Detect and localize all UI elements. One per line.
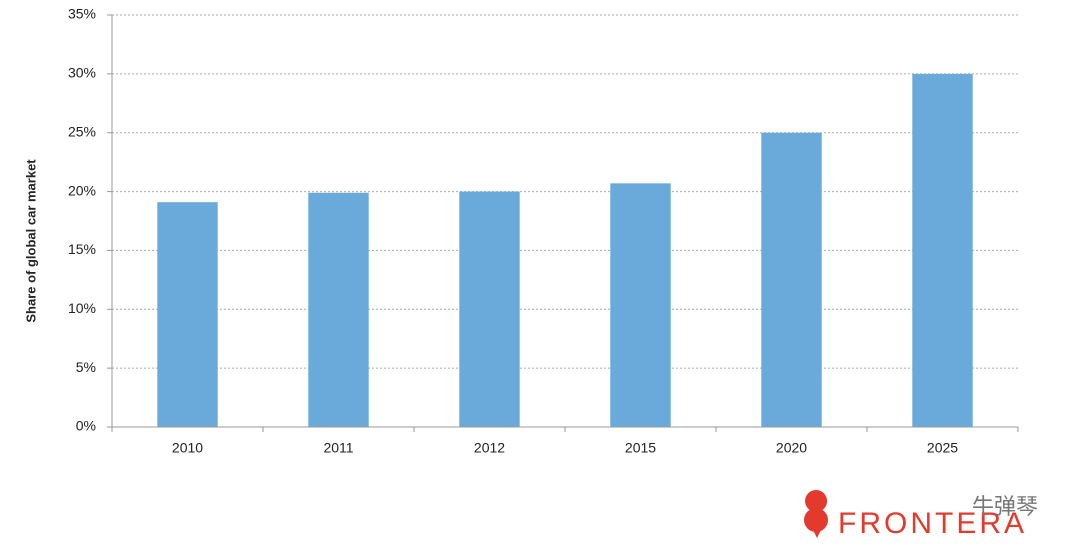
x-tick-label: 2020 [776, 440, 807, 456]
logo: FRONTERA [804, 490, 1027, 540]
x-tick-label: 2012 [474, 440, 505, 456]
logo-text: FRONTERA [838, 507, 1027, 540]
bar [308, 192, 369, 427]
y-axis-label: Share of global car market [23, 159, 38, 323]
bar [610, 183, 671, 427]
y-tick-label: 15% [68, 241, 96, 257]
y-tick-label: 30% [68, 65, 96, 81]
watermark: 牛弹琴 [972, 494, 1038, 519]
x-tick-label: 2025 [927, 440, 958, 456]
x-tick-label: 2011 [323, 440, 353, 456]
y-tick-label: 35% [68, 6, 96, 22]
x-tick-label: 2010 [172, 440, 203, 456]
bar [912, 73, 973, 427]
bar [157, 202, 218, 427]
y-tick-label: 0% [76, 418, 96, 434]
y-tick-label: 5% [76, 359, 96, 375]
logo-icon [804, 508, 828, 532]
y-tick-label: 25% [68, 123, 96, 139]
bar [761, 132, 822, 427]
bar [459, 191, 520, 427]
x-tick-label: 2015 [625, 440, 656, 456]
y-tick-label: 10% [68, 300, 96, 316]
y-tick-label: 20% [68, 182, 96, 198]
